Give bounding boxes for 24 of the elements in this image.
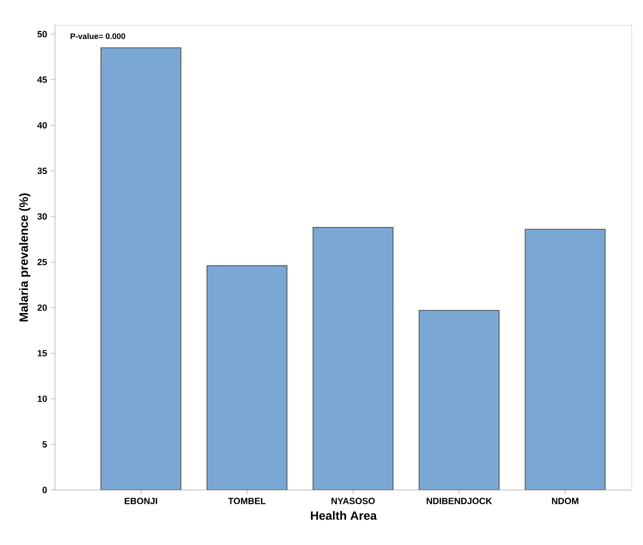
bar (418, 310, 500, 490)
y-tick-label: 45 (37, 76, 47, 83)
y-tick-label: 15 (38, 350, 47, 356)
y-axis-title: Malaria prevalence (%) (19, 193, 30, 322)
x-tick-label: NDOM (552, 498, 578, 504)
y-tick-label: 35 (37, 168, 47, 174)
y-tick-label: 50 (37, 30, 47, 38)
x-tick-label: TOMBEL (228, 498, 266, 504)
x-tick-label: NYASOSO (332, 498, 375, 504)
y-tick-label: 0 (42, 486, 47, 494)
y-tick-label: 20 (38, 304, 47, 311)
bar (100, 47, 182, 490)
y-tick-label: 40 (37, 122, 47, 128)
y-tick-label: 30 (37, 213, 47, 220)
x-axis-title: Health Area (310, 511, 377, 520)
annotation: P-value= 0.000 (70, 33, 126, 40)
bar (206, 265, 288, 490)
bar (312, 227, 394, 490)
y-tick-label: 10 (38, 396, 47, 402)
bar (524, 228, 606, 490)
y-tick-label: 5 (42, 441, 47, 448)
x-tick-label: NDIBENDJOCK (426, 498, 492, 504)
y-tick-label: 25 (38, 258, 47, 266)
x-tick-label: EBONJI (124, 498, 158, 504)
